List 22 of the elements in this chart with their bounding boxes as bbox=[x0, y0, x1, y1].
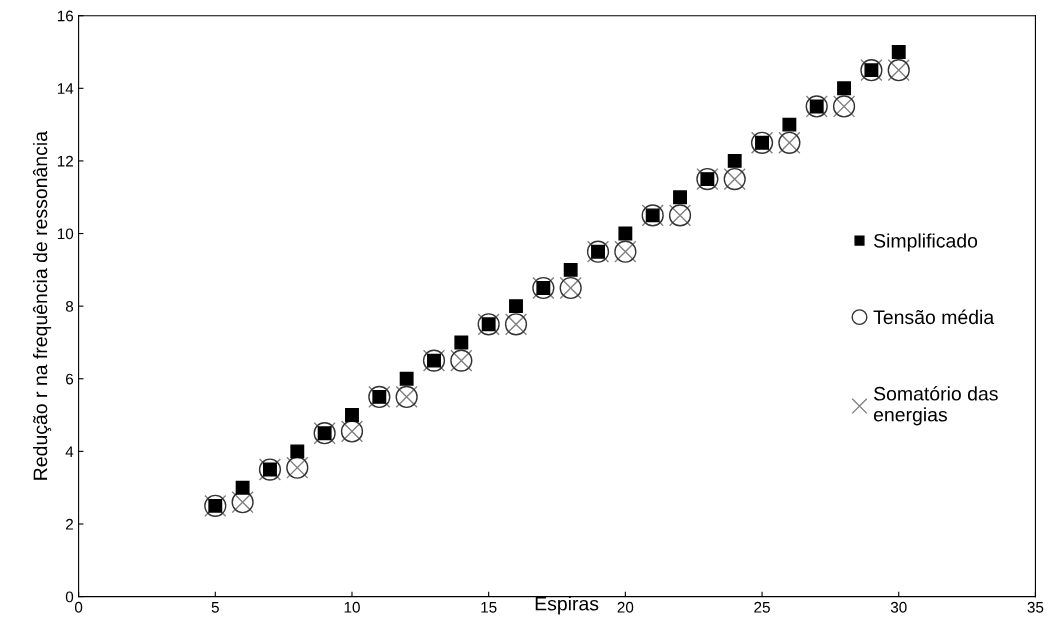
x-tick-label: 15 bbox=[481, 602, 497, 613]
x-tick-label: 10 bbox=[344, 601, 360, 613]
y-tick-label: 12 bbox=[57, 155, 73, 167]
y-tick-label: 14 bbox=[57, 83, 74, 94]
x-tick-label: 0 bbox=[74, 601, 83, 613]
x-tick-label: 5 bbox=[211, 602, 219, 613]
x-axis-title: Espiras bbox=[535, 596, 599, 615]
x-tick-label: 20 bbox=[617, 601, 634, 613]
y-tick-label: 2 bbox=[66, 518, 73, 530]
y-axis-title: Redução r na frequência de ressonância bbox=[32, 131, 52, 480]
y-tick-label: 10 bbox=[57, 228, 74, 240]
legend-label: Tensão média bbox=[873, 309, 995, 325]
x-tick-label: 35 bbox=[1027, 601, 1044, 613]
x-tick-label: 30 bbox=[890, 601, 907, 613]
y-tick-label: 8 bbox=[65, 301, 74, 312]
y-tick-label: 6 bbox=[66, 373, 74, 385]
x-tick-label: 25 bbox=[754, 601, 770, 613]
y-tick-label: 16 bbox=[57, 10, 74, 22]
y-tick-label: 0 bbox=[65, 591, 74, 603]
y-tick-label: 4 bbox=[65, 446, 74, 457]
legend-label: Somatório das energias bbox=[873, 386, 998, 426]
legend-label: Simplificado bbox=[874, 233, 978, 252]
